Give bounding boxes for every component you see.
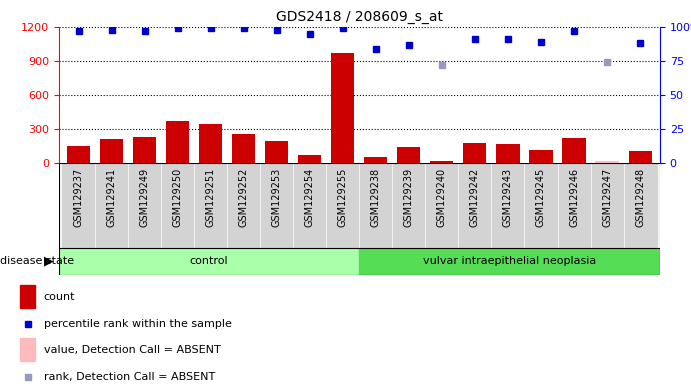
Bar <box>359 248 660 275</box>
Bar <box>596 161 618 163</box>
Text: percentile rank within the sample: percentile rank within the sample <box>44 319 231 329</box>
Bar <box>95 163 128 248</box>
Bar <box>21 338 35 361</box>
Text: GSM129246: GSM129246 <box>569 167 579 227</box>
Bar <box>491 163 524 248</box>
Bar <box>458 163 491 248</box>
Bar <box>128 163 161 248</box>
Text: GSM129250: GSM129250 <box>173 167 182 227</box>
Text: GSM129248: GSM129248 <box>635 167 645 227</box>
Bar <box>558 163 591 248</box>
Text: GSM129240: GSM129240 <box>437 167 447 227</box>
Text: GSM129243: GSM129243 <box>503 167 513 227</box>
Bar <box>392 163 426 248</box>
Text: rank, Detection Call = ABSENT: rank, Detection Call = ABSENT <box>44 372 215 382</box>
Bar <box>133 137 156 163</box>
Bar <box>194 163 227 248</box>
Bar <box>364 157 388 163</box>
Bar <box>199 124 223 163</box>
Bar <box>232 134 255 163</box>
Text: control: control <box>190 256 228 266</box>
Bar <box>529 150 553 163</box>
Bar <box>59 248 359 275</box>
Text: GSM129241: GSM129241 <box>106 167 117 227</box>
Bar <box>227 163 261 248</box>
Text: GSM129252: GSM129252 <box>238 167 249 227</box>
Bar <box>100 139 123 163</box>
Text: vulvar intraepithelial neoplasia: vulvar intraepithelial neoplasia <box>423 256 596 266</box>
Text: GSM129253: GSM129253 <box>272 167 282 227</box>
Bar <box>326 163 359 248</box>
Bar <box>591 163 623 248</box>
Text: GSM129255: GSM129255 <box>338 167 348 227</box>
Bar <box>397 147 420 163</box>
Bar <box>524 163 558 248</box>
Bar <box>261 163 293 248</box>
Bar <box>359 163 392 248</box>
Bar <box>299 155 321 163</box>
Text: GSM129247: GSM129247 <box>602 167 612 227</box>
Text: ▶: ▶ <box>44 255 54 268</box>
Text: GSM129249: GSM129249 <box>140 167 150 227</box>
Bar <box>293 163 326 248</box>
Bar <box>426 163 458 248</box>
Text: GSM129238: GSM129238 <box>371 167 381 227</box>
Bar <box>623 163 656 248</box>
Text: GSM129239: GSM129239 <box>404 167 414 227</box>
Title: GDS2418 / 208609_s_at: GDS2418 / 208609_s_at <box>276 10 443 25</box>
Bar <box>629 151 652 163</box>
Bar <box>331 53 354 163</box>
Bar <box>562 138 585 163</box>
Text: GSM129242: GSM129242 <box>470 167 480 227</box>
Text: count: count <box>44 292 75 303</box>
Text: GSM129254: GSM129254 <box>305 167 315 227</box>
Bar <box>430 162 453 163</box>
Text: GSM129251: GSM129251 <box>206 167 216 227</box>
Bar <box>21 285 35 308</box>
Text: disease state: disease state <box>0 256 74 266</box>
Text: value, Detection Call = ABSENT: value, Detection Call = ABSENT <box>44 345 220 355</box>
Bar <box>464 143 486 163</box>
Text: GSM129237: GSM129237 <box>73 167 84 227</box>
Bar <box>166 121 189 163</box>
Text: GSM129245: GSM129245 <box>536 167 546 227</box>
Bar <box>62 163 95 248</box>
Bar <box>67 146 90 163</box>
Bar <box>161 163 194 248</box>
Bar <box>496 144 520 163</box>
Bar <box>265 141 288 163</box>
